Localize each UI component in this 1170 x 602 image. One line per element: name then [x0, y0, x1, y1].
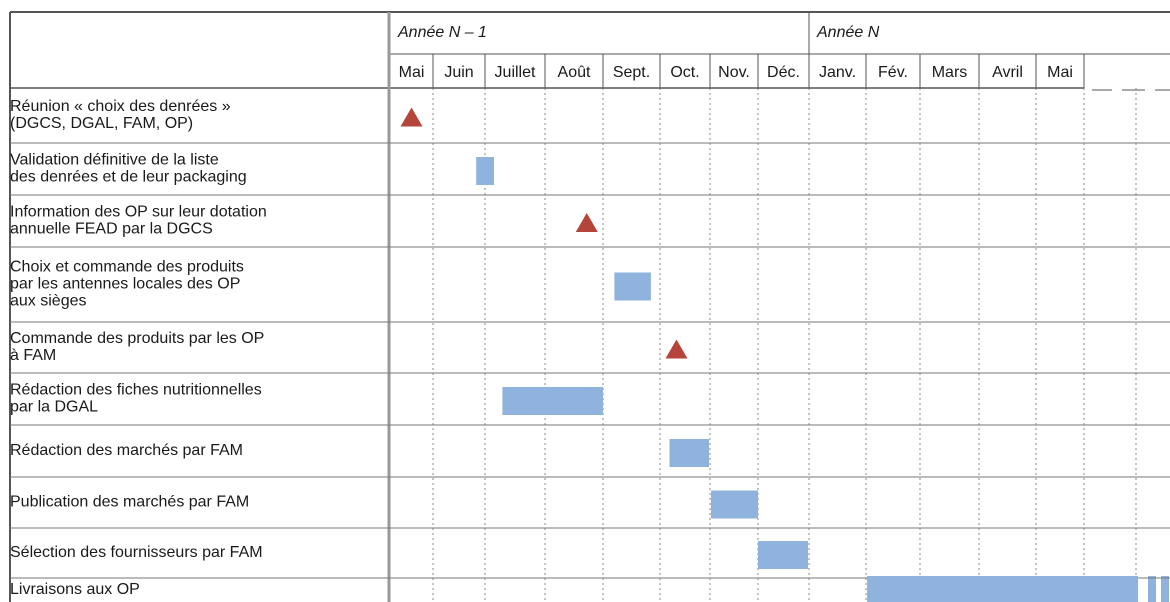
task-label: aux sièges — [10, 293, 87, 310]
month-label: Oct. — [670, 64, 699, 81]
month-label: Janv. — [819, 64, 856, 81]
task-label: Livraisons aux OP — [10, 581, 140, 598]
month-label: Juin — [444, 64, 473, 81]
task-label: Validation définitive de la liste — [10, 152, 219, 169]
milestone — [575, 213, 598, 232]
task-label: Sélection des fournisseurs par FAM — [10, 544, 263, 561]
task-bar — [758, 541, 808, 569]
month-label: Mai — [399, 64, 425, 81]
task-bar — [867, 576, 1139, 602]
task-bar — [669, 439, 709, 467]
month-label: Avril — [992, 64, 1023, 81]
milestone — [400, 107, 423, 127]
month-label: Mars — [932, 64, 968, 81]
task-bar — [502, 387, 603, 415]
year-label: Année N — [816, 24, 880, 41]
task-label: annuelle FEAD par la DGCS — [10, 221, 213, 238]
task-label: Rédaction des marchés par FAM — [10, 442, 243, 459]
month-label: Déc. — [767, 64, 800, 81]
month-label: Juillet — [495, 64, 536, 81]
continuation — [1161, 576, 1169, 602]
milestone — [665, 339, 688, 359]
task-label: à FAM — [10, 347, 56, 364]
month-label: Fév. — [878, 64, 908, 81]
task-bar — [710, 490, 758, 519]
task-label: Rédaction des fiches nutritionnelles — [10, 382, 262, 399]
task-label: Choix et commande des produits — [10, 259, 244, 276]
task-label: par les antennes locales des OP — [10, 276, 240, 293]
month-label: Sept. — [613, 64, 650, 81]
task-label: Réunion « choix des denrées » — [10, 98, 231, 115]
task-label: par la DGAL — [10, 399, 98, 416]
year-label: Année N – 1 — [397, 24, 487, 41]
month-label: Nov. — [718, 64, 750, 81]
task-bar — [614, 272, 651, 301]
task-bar — [476, 157, 494, 185]
task-label: Commande des produits par les OP — [10, 330, 264, 347]
month-label: Mai — [1047, 64, 1073, 81]
continuation — [1148, 576, 1156, 602]
task-label: Publication des marchés par FAM — [10, 494, 249, 511]
month-label: Août — [558, 64, 591, 81]
task-label: (DGCS, DGAL, FAM, OP) — [10, 115, 193, 132]
task-label: Information des OP sur leur dotation — [10, 204, 267, 221]
task-label: des denrées et de leur packaging — [10, 169, 247, 186]
